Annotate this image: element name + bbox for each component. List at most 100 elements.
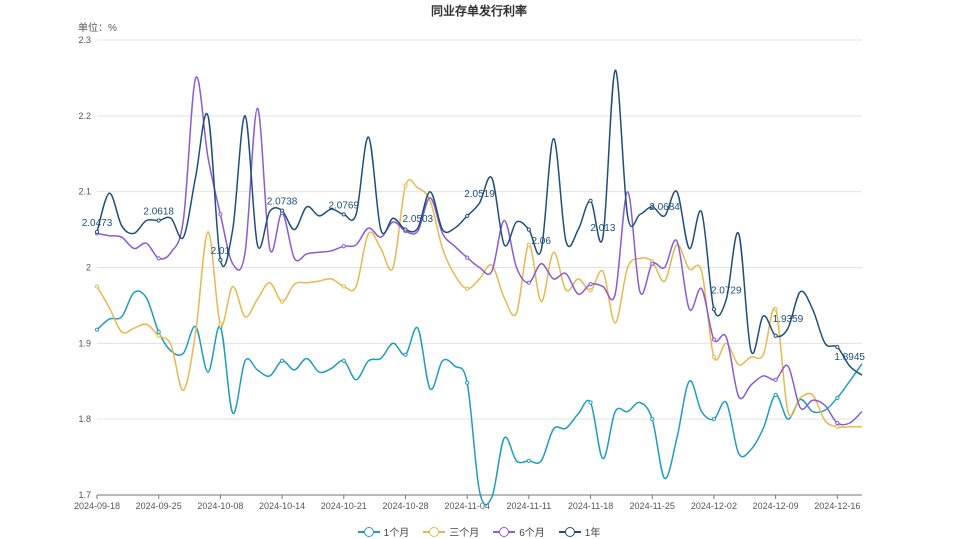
series-line-1	[96, 290, 863, 506]
legend-item[interactable]: 1年	[558, 524, 601, 539]
data-point	[279, 358, 285, 363]
data-point	[526, 242, 531, 247]
data-label: 2.013	[590, 223, 615, 234]
data-point	[403, 227, 408, 232]
data-point	[465, 380, 470, 385]
data-point	[156, 333, 161, 338]
data-point	[526, 227, 531, 232]
data-points	[94, 183, 840, 463]
data-label: 1.9359	[773, 314, 804, 325]
x-tick-label: 2024-11-04	[444, 501, 489, 511]
data-point	[773, 333, 778, 338]
chart-title: 同业存单发行利率	[430, 4, 527, 18]
legend-marker-icon	[357, 526, 380, 537]
data-point	[711, 337, 717, 342]
data-point	[773, 392, 778, 397]
data-point	[341, 284, 346, 289]
data-point	[835, 420, 840, 426]
data-point	[588, 288, 593, 293]
data-point	[588, 400, 593, 405]
x-tick-label: 2024-10-28	[382, 501, 428, 511]
data-point	[835, 345, 840, 350]
data-label: 2.0618	[143, 206, 174, 217]
data-point	[94, 327, 100, 332]
data-point	[94, 284, 100, 289]
y-tick-label: 2.3	[78, 35, 91, 45]
data-point	[773, 307, 778, 312]
data-point	[526, 280, 531, 285]
data-label: 2.01	[211, 246, 231, 257]
x-tick-label: 2024-12-16	[814, 501, 860, 511]
series-lines	[96, 69, 863, 506]
data-point	[465, 286, 470, 291]
data-point	[156, 329, 161, 335]
data-point	[650, 417, 655, 422]
series-line-4	[96, 69, 863, 376]
data-label: 2.0519	[464, 189, 495, 200]
data-label: 2.0684	[649, 202, 680, 213]
data-label: 2.0473	[82, 218, 113, 229]
legend-item[interactable]: 三个月	[423, 524, 479, 539]
data-point	[835, 395, 840, 401]
y-tick-label: 2	[86, 263, 91, 273]
x-tick-label: 2024-09-25	[136, 501, 182, 511]
data-label: 2.0769	[328, 200, 359, 211]
data-point	[403, 352, 408, 357]
data-point	[711, 307, 717, 312]
x-tick-label: 2024-12-09	[753, 501, 799, 511]
data-point	[94, 229, 100, 234]
x-tick-label: 2024-11-11	[507, 501, 552, 511]
legend-label: 6个月	[519, 528, 545, 539]
y-tick-label: 1.9	[78, 338, 91, 348]
data-labels: 2.0473 2.0618 2.01 2.0738 2.0769 2.0503 2.0519…	[82, 189, 866, 363]
x-tick-label: 2024-12-02	[691, 501, 737, 511]
data-point	[711, 354, 717, 360]
x-tick-label: 2024-11-18	[568, 501, 613, 511]
legend-label: 1个月	[383, 528, 410, 539]
data-point	[835, 424, 840, 429]
data-point	[218, 257, 223, 263]
data-point	[465, 255, 470, 260]
data-point	[403, 183, 408, 188]
data-point	[650, 261, 655, 266]
legend-label: 1年	[584, 528, 601, 539]
data-point	[279, 208, 285, 213]
data-point	[341, 212, 346, 217]
x-tick-label: 2024-10-08	[197, 501, 243, 511]
legend-marker-icon	[493, 526, 516, 537]
data-point	[341, 244, 346, 249]
data-point	[711, 417, 717, 422]
x-tick-label: 2024-11-25	[630, 501, 675, 511]
legend-marker-icon	[423, 526, 446, 537]
unit-label: 单位：%	[78, 23, 117, 34]
data-point	[465, 213, 470, 219]
data-point	[650, 204, 655, 209]
data-label: 2.0503	[403, 214, 434, 225]
x-tick-label: 2024-10-14	[259, 501, 305, 511]
legend-item[interactable]: 6个月	[493, 524, 545, 539]
axes: 1.7 1.8 1.9 2 2.1 2.2 2.3 2024-09-18 2024-09-25 2…	[74, 35, 860, 511]
data-point	[279, 299, 285, 304]
data-point	[218, 212, 223, 217]
y-tick-label: 1.8	[78, 414, 91, 424]
y-tick-label: 1.7	[78, 490, 91, 500]
data-label: 2.0738	[267, 197, 298, 208]
data-point	[156, 256, 161, 261]
legend-marker-icon	[558, 526, 581, 537]
x-tick-label: 2024-09-18	[74, 501, 120, 511]
y-tick-label: 2.1	[78, 187, 91, 197]
legend-label: 三个月	[449, 528, 480, 539]
data-point	[341, 358, 346, 363]
legend: 1个月 三个月 6个月 1年	[0, 524, 958, 539]
data-point	[588, 282, 593, 287]
x-tick-label: 2024-10-21	[321, 501, 367, 511]
data-label: 2.0729	[711, 285, 742, 296]
data-point	[156, 218, 161, 223]
legend-item[interactable]: 1个月	[357, 524, 410, 539]
data-label: 1.8945	[834, 352, 865, 363]
data-point	[588, 198, 593, 203]
data-point	[526, 458, 531, 463]
data-point	[218, 322, 223, 327]
y-tick-label: 2.2	[78, 111, 91, 121]
